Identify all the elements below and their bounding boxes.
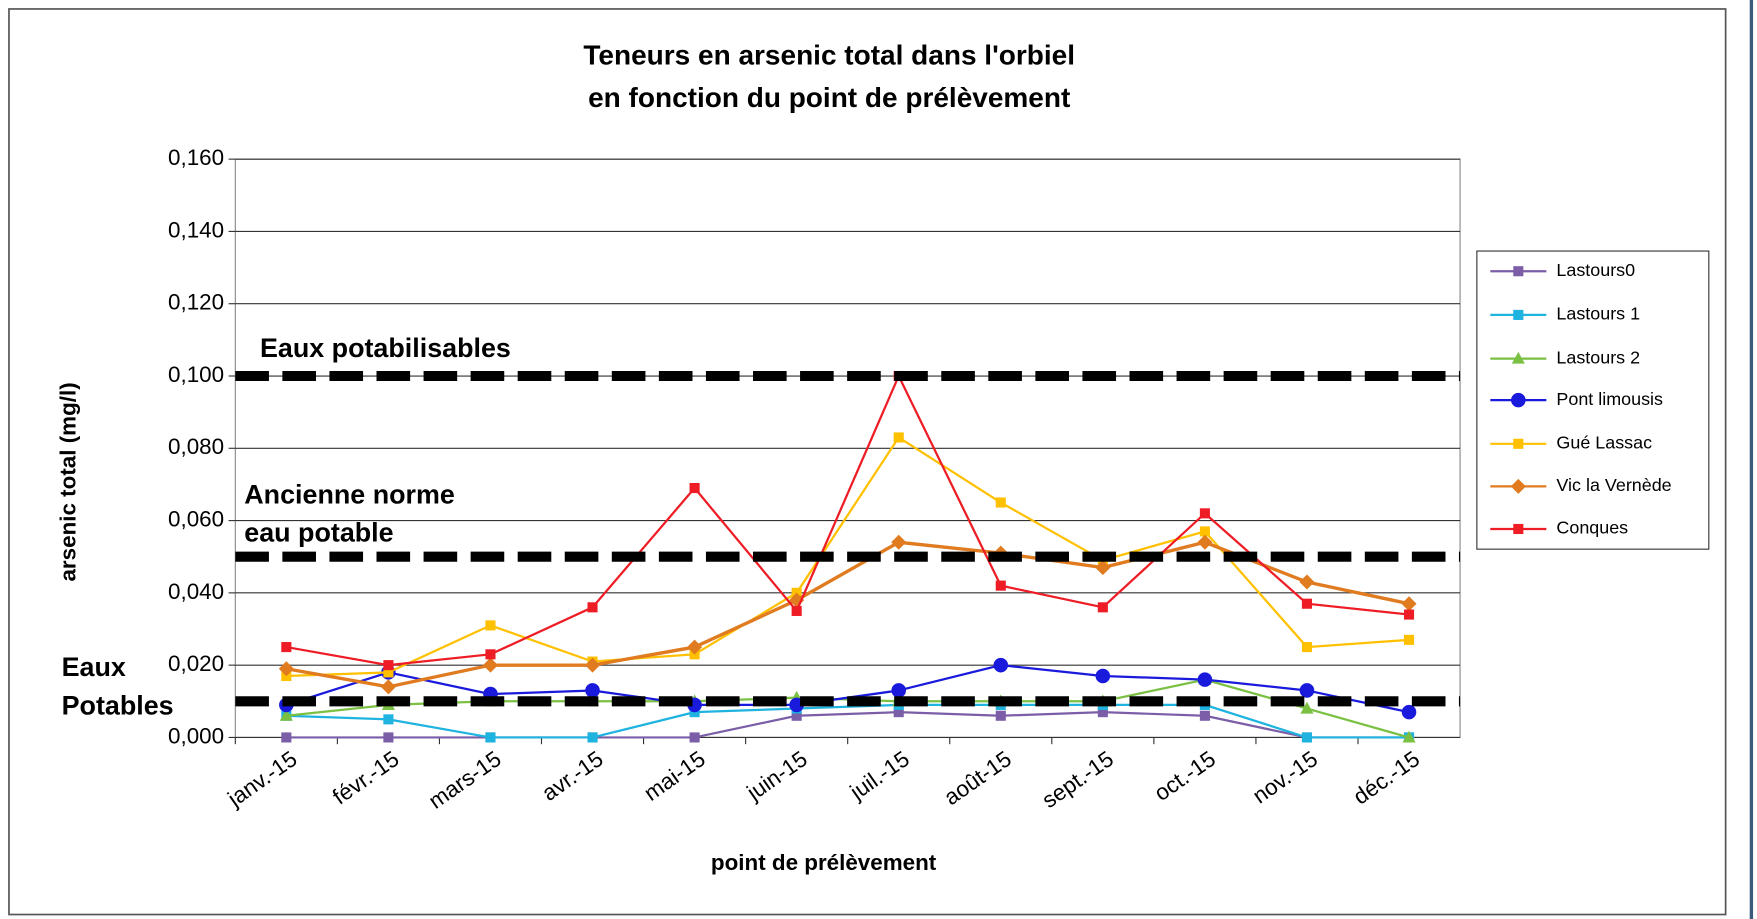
series-line [286,703,1410,739]
marker [1095,668,1111,684]
reference-label: Eaux [62,652,126,682]
marker [482,657,498,673]
marker [893,432,904,443]
marker [1199,526,1210,537]
marker [1511,351,1525,364]
marker [687,639,703,655]
marker [1095,560,1111,576]
marker [383,660,394,671]
y-tick-label: 0,100 [168,362,224,387]
marker [587,602,598,613]
marker [587,732,598,743]
marker [891,683,906,698]
marker [891,534,907,550]
marker [1402,730,1416,743]
marker [1199,508,1210,519]
marker [995,580,1006,591]
marker [1513,438,1524,449]
marker [1299,683,1315,698]
marker [279,708,293,721]
chart-title: Teneurs en arsenic total dans l'orbiel [583,40,1075,71]
legend-label: Conques [1556,518,1628,538]
marker [1097,602,1108,613]
series-line [286,435,1410,678]
legend-label: Gué Lassac [1556,433,1652,453]
y-tick-label: 0,140 [168,217,224,242]
marker [278,661,294,677]
marker [1511,392,1526,408]
marker [1401,704,1417,720]
marker [1403,634,1415,645]
y-tick-label: 0,080 [168,434,224,459]
marker [281,642,292,653]
marker [383,714,394,725]
x-axis-title: point de prélèvement [711,850,937,875]
legend-label: Lastours0 [1556,260,1635,280]
marker [1403,609,1415,620]
marker [1197,534,1213,550]
marker [791,605,802,616]
marker [485,620,496,631]
reference-label: eau potable [244,518,393,548]
legend-label: Vic la Vernède [1556,475,1671,495]
marker [689,732,700,743]
reference-label: Potables [62,690,174,720]
marker [993,657,1009,673]
marker [1513,266,1524,277]
y-tick-label: 0,160 [168,145,224,170]
chart-title: en fonction du point de prélèvement [588,82,1070,113]
marker [689,483,700,494]
marker [995,710,1006,721]
marker [1300,701,1314,714]
marker [380,679,396,695]
y-tick-label: 0,120 [168,290,224,315]
marker [281,732,292,743]
marker [1513,523,1524,535]
marker [585,683,600,698]
y-tick-label: 0,020 [168,651,224,676]
marker [1510,478,1526,494]
legend-label: Lastours 2 [1556,347,1640,367]
marker [1197,672,1213,687]
marker [995,497,1006,508]
reference-label: Ancienne norme [244,480,455,510]
series-line [286,540,1410,689]
legend-label: Lastours 1 [1556,304,1640,324]
legend-label: Pont limousis [1556,389,1663,409]
marker [1513,309,1524,320]
y-tick-label: 0,000 [168,723,224,748]
marker [1301,732,1313,743]
series-line [286,711,1410,739]
series-line [286,373,1410,667]
marker [383,732,394,743]
y-tick-label: 0,060 [168,507,224,532]
marker [1299,574,1315,590]
marker [485,649,496,660]
y-axis-title: arsenic total (mg/l) [55,382,80,581]
reference-label: Eaux potabilisables [260,333,511,363]
y-tick-label: 0,040 [168,579,224,604]
marker [485,732,496,743]
marker [585,657,601,673]
marker [1199,710,1210,721]
marker [1301,598,1313,609]
marker [1301,642,1313,653]
